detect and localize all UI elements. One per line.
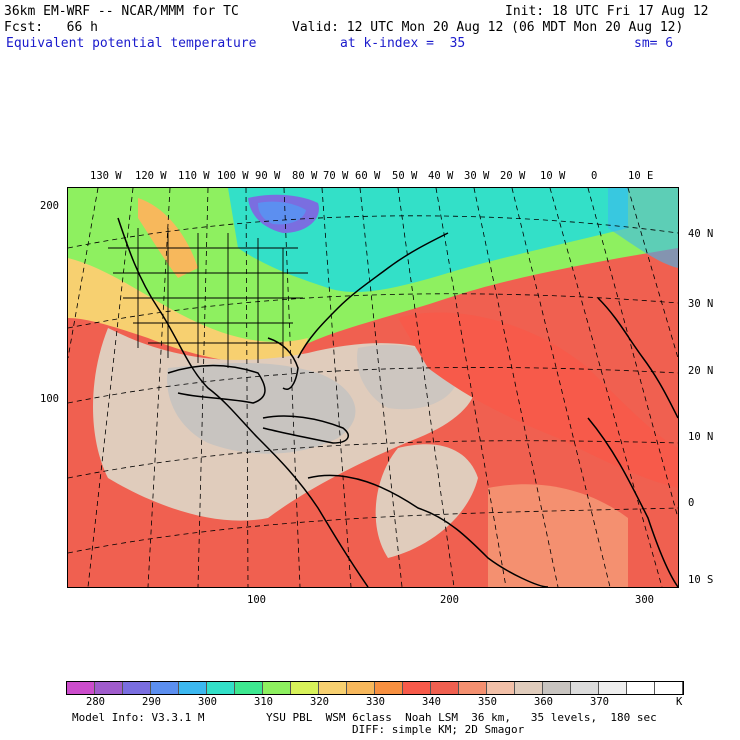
- colorbar-label: 340: [422, 696, 441, 708]
- colorbar-unit: K: [676, 696, 683, 708]
- colorbar-swatch: [599, 682, 627, 694]
- init-time: Init: 18 UTC Fri 17 Aug 12: [505, 4, 709, 19]
- grid-y-label: 200: [40, 200, 59, 212]
- longitude-label: 110 W: [178, 170, 210, 182]
- physics-info: YSU PBL WSM 6class Noah LSM 36 km, 35 le…: [266, 711, 657, 724]
- latitude-label: 10 S: [688, 574, 714, 586]
- longitude-label: 60 W: [355, 170, 381, 182]
- longitude-label: 0: [591, 170, 598, 182]
- colorbar-label: 370: [590, 696, 609, 708]
- longitude-label: 40 W: [428, 170, 454, 182]
- colorbar-swatch: [627, 682, 655, 694]
- map-panel: [67, 187, 679, 588]
- forecast-hour: Fcst: 66 h: [4, 20, 98, 35]
- colorbar-swatch: [487, 682, 515, 694]
- colorbar-swatch: [543, 682, 571, 694]
- field-name: Equivalent potential temperature: [6, 36, 257, 51]
- latitude-label: 40 N: [688, 228, 714, 240]
- colorbar-label: 360: [534, 696, 553, 708]
- colorbar-swatch: [655, 682, 683, 694]
- longitude-label: 10 W: [540, 170, 566, 182]
- longitude-label: 70 W: [323, 170, 349, 182]
- colorbar-swatch: [347, 682, 375, 694]
- theta-e-field-map: [68, 188, 678, 587]
- model-info: Model Info: V3.3.1 M: [72, 711, 205, 724]
- k-index: at k-index = 35: [340, 36, 466, 51]
- colorbar-label: 310: [254, 696, 273, 708]
- colorbar-label: 290: [142, 696, 161, 708]
- colorbar-swatch: [151, 682, 179, 694]
- longitude-label: 120 W: [135, 170, 167, 182]
- colorbar-label: 300: [198, 696, 217, 708]
- colorbar-label: 330: [366, 696, 385, 708]
- colorbar-swatch: [95, 682, 123, 694]
- colorbar-swatch: [431, 682, 459, 694]
- colorbar-swatch: [571, 682, 599, 694]
- latitude-label: 10 N: [688, 431, 714, 443]
- valid-time: Valid: 12 UTC Mon 20 Aug 12 (06 MDT Mon …: [292, 20, 684, 35]
- latitude-label: 30 N: [688, 298, 714, 310]
- colorbar-swatch: [319, 682, 347, 694]
- longitude-label: 80 W: [292, 170, 318, 182]
- grid-y-label: 100: [40, 393, 59, 405]
- colorbar-swatch: [67, 682, 95, 694]
- colorbar-label: 350: [478, 696, 497, 708]
- longitude-label: 30 W: [464, 170, 490, 182]
- latitude-label: 20 N: [688, 365, 714, 377]
- colorbar-swatch: [459, 682, 487, 694]
- longitude-label: 130 W: [90, 170, 122, 182]
- grid-x-label: 300: [635, 594, 654, 606]
- colorbar-swatch: [207, 682, 235, 694]
- longitude-label: 20 W: [500, 170, 526, 182]
- longitude-label: 100 W: [217, 170, 249, 182]
- colorbar-swatch: [291, 682, 319, 694]
- colorbar: [66, 681, 684, 695]
- colorbar-swatch: [263, 682, 291, 694]
- latitude-label: 0: [688, 497, 695, 509]
- colorbar-label: 320: [310, 696, 329, 708]
- model-title: 36km EM-WRF -- NCAR/MMM for TC: [4, 4, 239, 19]
- smoothing: sm= 6: [634, 36, 674, 51]
- grid-x-label: 100: [247, 594, 266, 606]
- colorbar-swatch: [515, 682, 543, 694]
- diffusion-info: DIFF: simple KM; 2D Smagor: [352, 723, 525, 736]
- colorbar-label: 280: [86, 696, 105, 708]
- grid-x-label: 200: [440, 594, 459, 606]
- colorbar-swatch: [403, 682, 431, 694]
- colorbar-swatch: [123, 682, 151, 694]
- colorbar-swatch: [375, 682, 403, 694]
- colorbar-swatch: [179, 682, 207, 694]
- longitude-label: 90 W: [255, 170, 281, 182]
- longitude-label: 10 E: [628, 170, 654, 182]
- colorbar-swatch: [235, 682, 263, 694]
- longitude-label: 50 W: [392, 170, 418, 182]
